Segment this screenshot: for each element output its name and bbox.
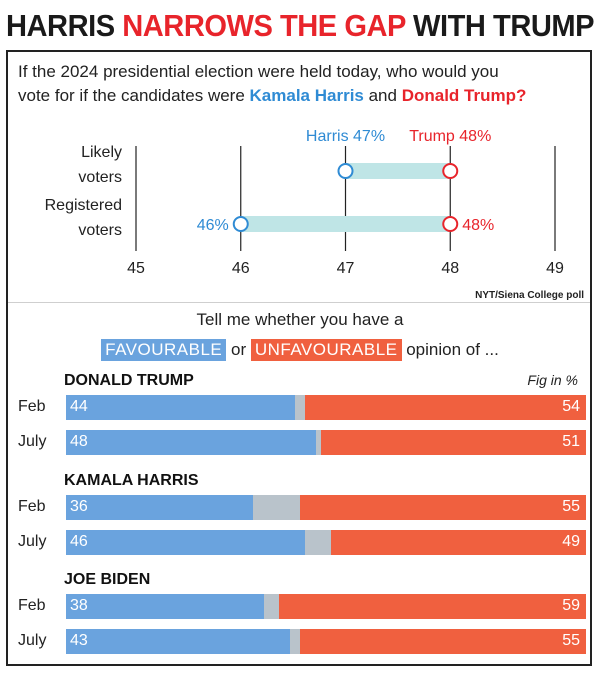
favourable-segment — [66, 495, 254, 520]
favourable-segment — [66, 594, 264, 619]
neither-segment — [289, 629, 300, 654]
unfavourable-value: 59 — [562, 597, 580, 614]
trump-point — [442, 163, 459, 179]
stacked-bar: 36 55 — [66, 495, 586, 520]
candidate-name: KAMALA HARRIS — [64, 472, 199, 489]
opinion-intro-line2: FAVOURABLE or UNFAVOURABLE opinion of ..… — [0, 336, 600, 364]
x-tick-48: 48 — [441, 260, 459, 277]
favourable-segment — [66, 530, 306, 555]
period-label: Feb — [18, 498, 46, 515]
harris-label: 46% — [197, 217, 229, 234]
stacked-bar: 48 51 — [66, 430, 586, 455]
x-tick-46: 46 — [232, 260, 250, 277]
range-bar — [345, 163, 451, 179]
row-label-line1: Likely — [81, 144, 122, 161]
x-tick-45: 45 — [127, 260, 145, 277]
neither-segment — [294, 395, 306, 420]
candidate-name: JOE BIDEN — [64, 571, 151, 588]
period-label: July — [18, 433, 47, 450]
source-note: NYT/Siena College poll — [475, 290, 584, 301]
neither-segment — [315, 430, 321, 455]
favourable-value: 44 — [70, 398, 88, 415]
row-label-line2: voters — [78, 222, 122, 239]
favourable-value: 46 — [70, 533, 88, 550]
unfavourable-segment — [305, 395, 586, 420]
period-label: Feb — [18, 597, 46, 614]
row-label-line2: voters — [78, 169, 122, 186]
stacked-bar: 44 54 — [66, 395, 586, 420]
unfavourable-value: 51 — [562, 433, 580, 450]
neither-segment — [305, 530, 332, 555]
favourable-segment — [66, 395, 295, 420]
opinion-intro-line1: Tell me whether you have a — [196, 310, 404, 329]
harris-point — [337, 163, 354, 179]
harris-label: Harris 47% — [306, 128, 385, 145]
stacked-bar: 46 49 — [66, 530, 586, 555]
stacked-bar: 38 59 — [66, 594, 586, 619]
favourable-segment — [66, 629, 290, 654]
headline-part2: NARROWS THE GAP — [122, 8, 406, 43]
unfavourable-tag: UNFAVOURABLE — [250, 339, 402, 361]
headline-part3: WITH TRUMP — [405, 8, 595, 43]
question-pre: vote for if the candidates were — [18, 86, 250, 105]
headline-part1: HARRIS — [6, 8, 123, 43]
trump-point — [442, 216, 459, 232]
graphic-frame — [6, 50, 592, 666]
unfavourable-segment — [331, 530, 586, 555]
unfavourable-segment — [320, 430, 586, 455]
x-tick-49: 49 — [546, 260, 564, 277]
question-harris: Kamala Harris — [249, 86, 364, 105]
stacked-bar: 43 55 — [66, 629, 586, 654]
neither-segment — [253, 495, 300, 520]
unfavourable-value: 55 — [562, 632, 580, 649]
favourable-value: 36 — [70, 498, 88, 515]
dumbbell-chart: 45 46 47 48 49 Likely voters Harris 47% Trump 48… — [45, 128, 564, 277]
unfavourable-segment — [300, 629, 586, 654]
or-text: or — [226, 340, 251, 359]
question-line2: vote for if the candidates were Kamala H… — [18, 84, 588, 108]
favourable-tag: FAVOURABLE — [101, 339, 227, 361]
question-line1: If the 2024 presidential election were h… — [18, 62, 499, 81]
favourable-segment — [66, 430, 316, 455]
question-trump: Donald Trump? — [401, 86, 527, 105]
favourable-value: 48 — [70, 433, 88, 450]
x-tick-47: 47 — [337, 260, 355, 277]
headline: HARRIS NARROWS THE GAP WITH TRUMP — [6, 4, 595, 48]
unfavourable-value: 49 — [562, 533, 580, 550]
question: If the 2024 presidential election were h… — [18, 60, 588, 108]
candidate-name: DONALD TRUMP — [64, 372, 194, 389]
period-label: July — [18, 533, 47, 550]
trump-label: Trump 48% — [409, 128, 491, 145]
favourable-value: 38 — [70, 597, 88, 614]
unit-note: Fig in % — [527, 372, 578, 388]
trump-label: 48% — [462, 217, 494, 234]
unfavourable-value: 55 — [562, 498, 580, 515]
question-and: and — [363, 86, 402, 105]
favourable-value: 43 — [70, 632, 88, 649]
unfavourable-segment — [279, 594, 586, 619]
range-bar — [240, 216, 451, 232]
outro-text: opinion of ... — [401, 340, 499, 359]
neither-segment — [263, 594, 280, 619]
row-label-line1: Registered — [45, 197, 122, 214]
section-divider — [8, 302, 590, 303]
harris-point — [232, 216, 249, 232]
period-label: Feb — [18, 398, 46, 415]
unfavourable-value: 54 — [562, 398, 580, 415]
opinion-intro: Tell me whether you have a FAVOURABLE or… — [0, 306, 600, 364]
unfavourable-segment — [300, 495, 586, 520]
period-label: July — [18, 632, 47, 649]
